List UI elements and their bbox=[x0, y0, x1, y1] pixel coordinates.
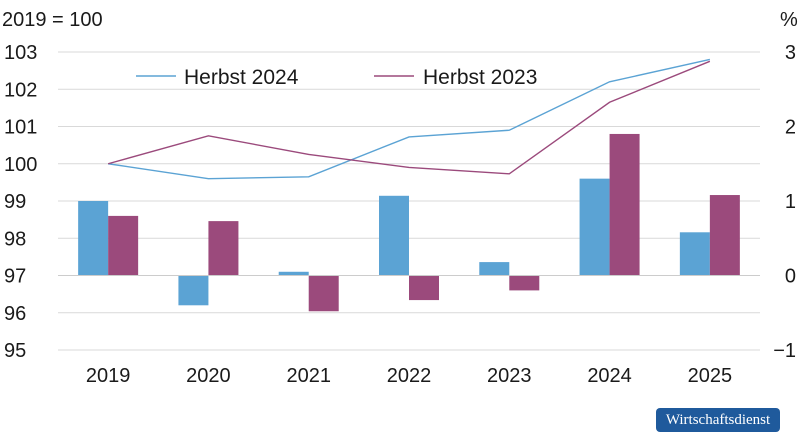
line-herbst-2023 bbox=[107, 60, 711, 175]
x-tick-2023: 2023 bbox=[487, 365, 532, 387]
bar-herbst-2024-2024 bbox=[579, 178, 610, 276]
bar-herbst-2024-2023 bbox=[479, 262, 510, 276]
bar-herbst-2023-2025 bbox=[709, 195, 740, 276]
bar-herbst-2024-2021 bbox=[278, 271, 309, 276]
right-tick-0: 0 bbox=[785, 266, 796, 288]
bar-herbst-2023-2020 bbox=[208, 221, 239, 276]
right-axis-ticks: −1 0 1 2 3 bbox=[773, 42, 796, 362]
legend: Herbst 2024 Herbst 2023 bbox=[136, 66, 537, 89]
legend-label-herbst-2024: Herbst 2024 bbox=[184, 66, 299, 89]
bar-herbst-2024-2025 bbox=[679, 232, 710, 276]
left-tick-98: 98 bbox=[4, 228, 26, 250]
left-tick-102: 102 bbox=[4, 79, 37, 101]
bar-herbst-2023-2021 bbox=[308, 275, 339, 312]
x-tick-2024: 2024 bbox=[587, 365, 632, 387]
right-tick--1: −1 bbox=[773, 340, 796, 362]
x-tick-2019: 2019 bbox=[86, 365, 131, 387]
line-series bbox=[107, 58, 711, 180]
bar-series bbox=[78, 133, 740, 312]
x-tick-2025: 2025 bbox=[688, 365, 733, 387]
bar-herbst-2024-2022 bbox=[379, 195, 409, 276]
bar-herbst-2023-2022 bbox=[409, 275, 439, 301]
left-axis-ticks: 95 96 97 98 99 100 101 102 103 bbox=[4, 42, 37, 362]
bar-herbst-2024-2020 bbox=[178, 275, 209, 306]
left-tick-97: 97 bbox=[4, 266, 26, 288]
x-tick-2022: 2022 bbox=[387, 365, 432, 387]
bar-herbst-2023-2024 bbox=[609, 133, 640, 276]
right-tick-2: 2 bbox=[785, 117, 796, 139]
right-tick-3: 3 bbox=[785, 42, 796, 64]
x-tick-2021: 2021 bbox=[286, 365, 331, 387]
left-tick-103: 103 bbox=[4, 42, 37, 64]
line-herbst-2024 bbox=[108, 58, 711, 180]
bar-herbst-2023-2023 bbox=[509, 275, 540, 291]
left-tick-100: 100 bbox=[4, 154, 37, 176]
left-axis-label: 2019 = 100 bbox=[2, 9, 103, 31]
source-badge: Wirtschaftsdienst bbox=[656, 408, 780, 432]
left-tick-101: 101 bbox=[4, 117, 37, 139]
left-tick-99: 99 bbox=[4, 191, 26, 213]
bar-herbst-2023-2019 bbox=[108, 215, 139, 276]
x-tick-2020: 2020 bbox=[186, 365, 231, 387]
bar-herbst-2024-2019 bbox=[78, 201, 109, 276]
left-tick-96: 96 bbox=[4, 303, 26, 325]
x-axis-ticks: 2019 2020 2021 2022 2023 2024 2025 bbox=[86, 365, 732, 387]
right-tick-1: 1 bbox=[785, 191, 796, 213]
right-axis-label: % bbox=[780, 9, 798, 31]
legend-label-herbst-2023: Herbst 2023 bbox=[423, 66, 537, 89]
left-tick-95: 95 bbox=[4, 340, 26, 362]
